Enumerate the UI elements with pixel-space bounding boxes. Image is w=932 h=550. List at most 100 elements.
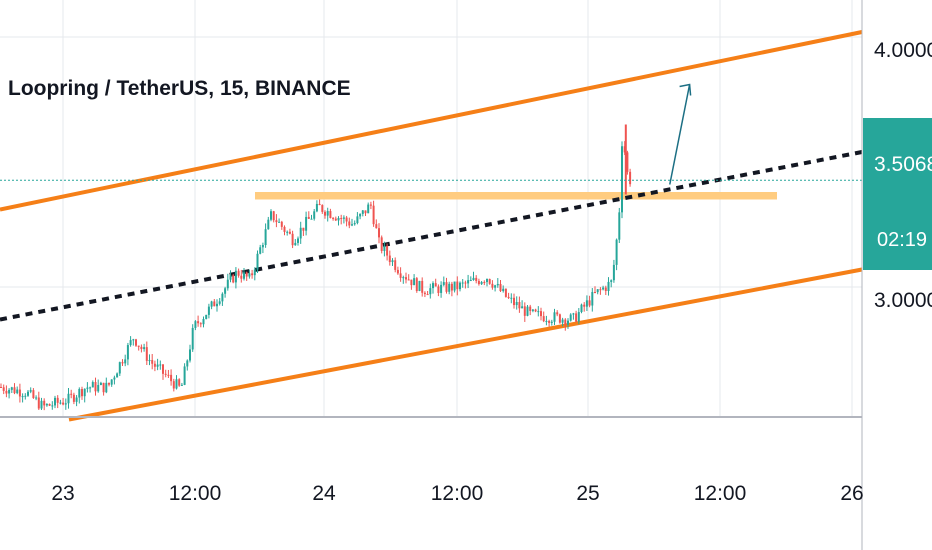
candle-body (97, 384, 100, 392)
candle (8, 388, 11, 399)
candle-body (504, 288, 507, 297)
candle (307, 211, 310, 219)
candle (302, 227, 305, 236)
resistance-zone-layer (255, 192, 777, 200)
candle-body (507, 296, 510, 298)
candle-body (491, 283, 494, 288)
candle-body (32, 390, 35, 398)
candle (259, 244, 262, 255)
candle-body (216, 303, 218, 307)
candle-body (599, 289, 602, 291)
candle-body (75, 397, 78, 402)
candle (575, 310, 578, 323)
candle (394, 257, 397, 273)
candle-body (256, 253, 259, 270)
candle-body (105, 382, 108, 393)
candle-body (186, 360, 189, 367)
candle (75, 395, 78, 407)
candle (413, 274, 416, 286)
candle (342, 215, 345, 224)
resistance-zone (255, 192, 777, 200)
candle (432, 281, 434, 294)
candle-body (486, 279, 488, 283)
candle (129, 336, 132, 347)
candle-body (386, 245, 389, 256)
candle (429, 283, 432, 299)
candle (264, 223, 267, 248)
time-tick-24-noon: 12:00 (431, 482, 484, 505)
candle-body (353, 223, 356, 225)
candle-body (232, 275, 235, 283)
candle (510, 293, 513, 304)
candle (602, 285, 605, 291)
candle (405, 272, 407, 284)
candle-body (180, 384, 183, 386)
candle-body (448, 283, 451, 292)
candle (329, 208, 332, 219)
candle (378, 223, 380, 244)
candle (426, 290, 429, 296)
candle-body (94, 382, 97, 392)
candle-body (310, 218, 313, 220)
candle (121, 359, 124, 366)
candle (180, 382, 183, 386)
candle (507, 292, 510, 300)
candle-body (148, 360, 151, 362)
candle (402, 275, 405, 284)
candle (523, 302, 526, 322)
candle-body (72, 394, 75, 402)
candle (172, 378, 175, 392)
candle (226, 273, 229, 291)
candle (278, 218, 281, 223)
candle (35, 395, 38, 401)
candle (16, 386, 19, 395)
candle-body (626, 152, 629, 172)
candle (108, 382, 110, 387)
candle-body (596, 289, 599, 293)
candle-body (37, 397, 40, 409)
candle-body (569, 314, 572, 321)
candle-body (194, 321, 197, 328)
candle (618, 207, 621, 244)
candle (456, 276, 459, 296)
candle (415, 277, 418, 293)
candle-body (59, 402, 62, 404)
candle-body (113, 377, 116, 380)
candle-body (394, 260, 397, 270)
candle-body (426, 294, 429, 296)
candle (467, 274, 470, 289)
candle-body (477, 280, 480, 285)
candle-body (197, 321, 200, 324)
candle-body (348, 221, 351, 226)
candle-body (224, 288, 227, 294)
candle (67, 387, 70, 409)
candle-body (29, 390, 32, 392)
candle-body (558, 314, 561, 323)
candle (615, 238, 618, 271)
candle-body (183, 366, 186, 385)
candle (194, 320, 197, 331)
candle-body (483, 282, 486, 284)
candle-body (218, 301, 221, 304)
candle-body (496, 283, 499, 286)
candle (448, 281, 451, 295)
candle-body (202, 319, 205, 325)
candle-body (413, 278, 416, 286)
candle (612, 259, 615, 283)
candle-body (567, 320, 569, 325)
candle (502, 285, 505, 293)
time-tick-25: 25 (576, 482, 599, 505)
candle (10, 386, 13, 393)
candle-body (612, 264, 615, 281)
candle (518, 296, 521, 313)
candle-body (437, 286, 440, 293)
candle-body (13, 387, 16, 394)
candle (594, 286, 596, 294)
candle-body (399, 273, 402, 278)
candle-body (270, 211, 272, 220)
candle-body (0, 387, 2, 388)
candle (437, 284, 440, 297)
candle (210, 300, 213, 310)
candle-body (464, 282, 467, 284)
